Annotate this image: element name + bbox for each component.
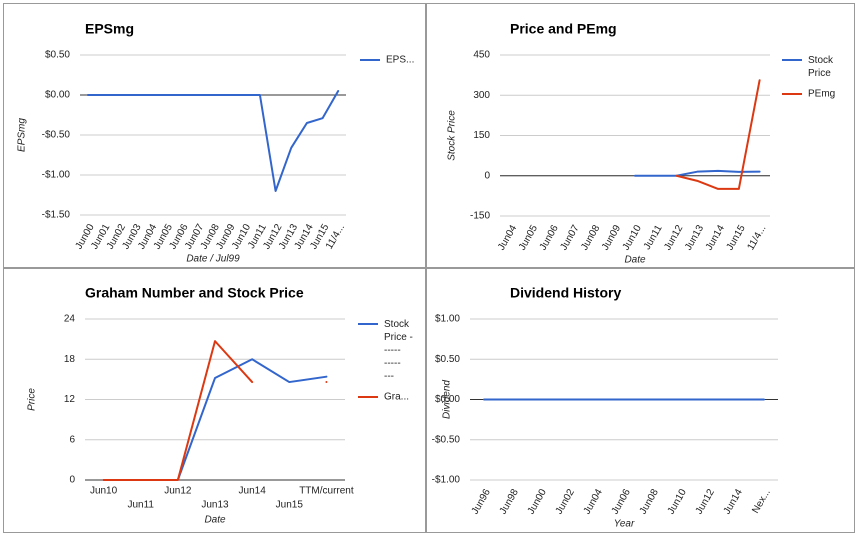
chart-title: EPSmg <box>85 21 134 37</box>
y-tick-label: -$0.50 <box>432 434 461 445</box>
x-tick-label: Jun14 <box>239 486 267 497</box>
legend-line: ----- <box>384 358 401 369</box>
y-tick-label: 0 <box>69 475 75 486</box>
legend-line: --- <box>384 371 394 382</box>
y-tick-label: -150 <box>470 211 490 222</box>
chart-title: Dividend History <box>510 285 621 301</box>
y-axis-label: Stock Price <box>447 110 458 161</box>
x-tick-label: Jun13 <box>201 500 229 511</box>
y-axis-label: Price <box>27 388 38 411</box>
legend-line: Stock <box>808 55 834 66</box>
series-line <box>675 79 761 190</box>
x-tick-label: Jun10 <box>90 486 118 497</box>
legend-line: Stock <box>384 319 410 330</box>
y-tick-label: $0.50 <box>435 354 460 365</box>
x-tick-label: Jun15 <box>276 500 304 511</box>
y-tick-label: 150 <box>473 130 490 141</box>
y-axis-label: EPSmg <box>17 118 28 152</box>
y-tick-label: 450 <box>473 50 490 61</box>
y-tick-label: 12 <box>64 394 76 405</box>
y-tick-label: $0.00 <box>435 394 460 405</box>
y-tick-label: 24 <box>64 314 76 325</box>
y-tick-label: $0.00 <box>45 90 70 101</box>
legend-line: ----- <box>384 345 401 356</box>
legend-label: EPS... <box>386 55 414 66</box>
y-tick-label: 300 <box>473 90 490 101</box>
x-axis-label: Date <box>624 255 646 266</box>
chart-title: Price and PEmg <box>510 21 617 37</box>
y-tick-label: -$1.00 <box>42 170 71 181</box>
x-tick-label: Jun11 <box>127 500 154 511</box>
x-axis-label: Year <box>614 519 635 530</box>
series-line <box>86 90 340 192</box>
series-line <box>102 340 328 481</box>
legend-line: Price <box>808 68 831 79</box>
legend-line: Price - <box>384 332 413 343</box>
legend-label: Gra... <box>384 392 409 403</box>
panel <box>3 268 426 533</box>
y-tick-label: 0 <box>484 170 490 181</box>
y-tick-label: 6 <box>69 434 75 445</box>
x-axis-label: Date / Jul99 <box>186 254 240 265</box>
legend-label: Stock Price <box>808 55 834 79</box>
series-line <box>634 169 761 177</box>
y-axis-label: Dividend <box>442 380 453 419</box>
y-tick-label: -$0.50 <box>42 130 71 141</box>
x-tick-label: TTM/current <box>299 486 354 497</box>
legend-label: PEmg <box>808 89 835 100</box>
legend-label: Stock Price -------------- <box>384 319 413 382</box>
x-tick-label: Jun12 <box>164 486 192 497</box>
y-tick-label: 18 <box>64 354 76 365</box>
y-tick-label: $1.00 <box>435 314 460 325</box>
x-axis-label: Date <box>204 515 226 526</box>
chart-title: Graham Number and Stock Price <box>85 285 304 301</box>
y-tick-label: -$1.00 <box>432 475 461 486</box>
y-tick-label: $0.50 <box>45 50 70 61</box>
y-tick-label: -$1.50 <box>42 210 71 221</box>
